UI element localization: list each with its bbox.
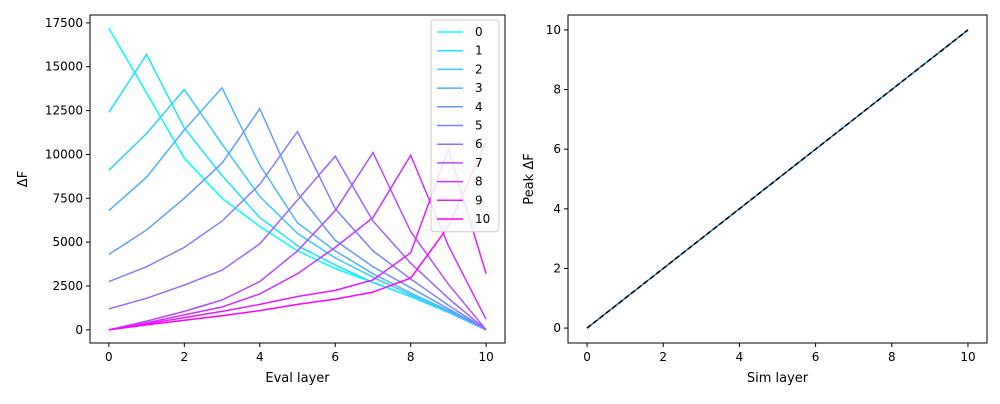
right-y-tick-label: 2 xyxy=(553,261,561,275)
left-y-tick-label: 10000 xyxy=(45,147,83,161)
right-x-tick-label: 2 xyxy=(659,350,667,364)
legend-label-0: 0 xyxy=(475,25,483,39)
left-y-tick-label: 17500 xyxy=(45,16,83,30)
right-y-tick-label: 4 xyxy=(553,202,561,216)
left-y-tick-label: 0 xyxy=(75,323,83,337)
left-chart: 0 2 4 6 8 10025005000750010000125001500017500… xyxy=(16,14,506,386)
right-x-tick-label: 8 xyxy=(888,350,896,364)
left-x-tick-label: 6 xyxy=(331,350,339,364)
right-x-tick-label: 0 xyxy=(583,350,591,364)
left-x-axis-label: Eval layer xyxy=(265,371,330,386)
legend-label-6: 6 xyxy=(475,137,483,151)
left-series-line-2 xyxy=(108,88,487,331)
legend-label-2: 2 xyxy=(475,62,483,76)
right-y-tick-label: 10 xyxy=(546,23,561,37)
right-series-line-1 xyxy=(586,29,969,329)
legend-label-7: 7 xyxy=(475,156,483,170)
left-y-axis-label: ΔF xyxy=(16,171,31,187)
right-x-tick-label: 10 xyxy=(960,350,975,364)
left-series-line-0 xyxy=(108,27,487,331)
left-x-tick-label: 8 xyxy=(407,350,415,364)
left-series-line-6 xyxy=(108,154,487,331)
right-x-tick-label: 4 xyxy=(736,350,744,364)
right-x-axis-label: Sim layer xyxy=(747,371,809,386)
left-x-tick-label: 4 xyxy=(256,350,264,364)
left-series-line-3 xyxy=(108,86,487,331)
left-series-line-10 xyxy=(108,141,487,331)
left-series-line-9 xyxy=(108,146,487,331)
left-y-tick-label: 12500 xyxy=(45,104,83,118)
legend: 0 1 2 3 4 5 6 7 8 9 10 xyxy=(430,19,500,233)
legend-label-5: 5 xyxy=(475,119,483,133)
right-x-tick-label: 6 xyxy=(812,350,820,364)
left-y-tick-label: 15000 xyxy=(45,60,83,74)
left-plot-frame xyxy=(89,14,506,344)
legend-label-4: 4 xyxy=(475,100,483,114)
left-y-tick-label: 2500 xyxy=(52,279,83,293)
legend-label-3: 3 xyxy=(475,81,483,95)
left-series-line-4 xyxy=(108,107,487,331)
right-chart: 0 2 4 6 8 10 0 2 4 6 8 10 Sim layer Peak ΔF xyxy=(522,14,988,386)
left-x-tick-label: 10 xyxy=(478,350,493,364)
left-x-tick-label: 0 xyxy=(105,350,113,364)
right-y-tick-label: 8 xyxy=(553,83,561,97)
legend-label-8: 8 xyxy=(475,175,483,189)
left-x-tick-label: 2 xyxy=(180,350,188,364)
legend-label-10: 10 xyxy=(475,212,490,226)
left-y-tick-label: 7500 xyxy=(52,191,83,205)
left-series-line-7 xyxy=(108,151,487,331)
legend-box xyxy=(430,19,500,233)
left-y-tick-label: 5000 xyxy=(52,235,83,249)
right-y-axis-label: Peak ΔF xyxy=(522,153,537,204)
right-y-tick-label: 6 xyxy=(553,142,561,156)
left-series-line-5 xyxy=(108,130,487,331)
right-plot-frame xyxy=(567,14,988,344)
legend-label-1: 1 xyxy=(475,44,483,58)
legend-label-9: 9 xyxy=(475,193,483,207)
right-y-tick-label: 0 xyxy=(553,321,561,335)
left-series-line-8 xyxy=(108,153,487,331)
